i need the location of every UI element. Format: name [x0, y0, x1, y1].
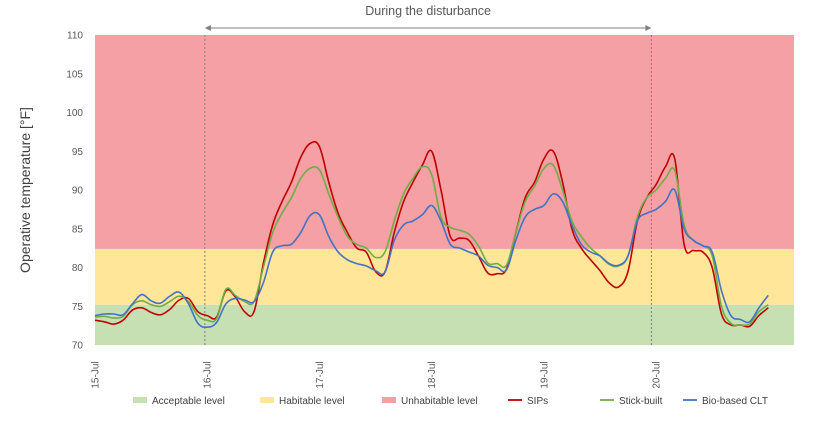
arrow-head-left-icon: [204, 25, 211, 31]
x-tick-label: 15-Jul: [91, 361, 102, 388]
legend-swatch: [382, 397, 396, 403]
legend-label: Unhabitable level: [401, 396, 478, 407]
band-habitable-level: [95, 248, 794, 305]
legend-label: Stick-built: [619, 396, 663, 407]
legend-label: Bio-based CLT: [702, 396, 768, 407]
y-axis: 70 75 80 85 90 95 100 105 110: [66, 31, 83, 352]
x-tick-label: 19-Jul: [539, 361, 550, 388]
legend-item-unhabitable-level: Unhabitable level: [382, 396, 478, 407]
y-tick-label: 85: [72, 224, 84, 235]
legend-item-bio-based-clt: Bio-based CLT: [683, 396, 768, 407]
band-acceptable-level: [95, 304, 794, 345]
series-stick-built: [94, 162, 769, 327]
y-tick-label: 75: [72, 302, 84, 313]
y-tick-label: 70: [72, 341, 84, 352]
y-tick-label: 90: [72, 186, 84, 197]
legend-swatch: [133, 397, 147, 403]
x-tick-label: 20-Jul: [652, 361, 663, 388]
legend-label: Habitable level: [279, 396, 345, 407]
x-tick-label: 18-Jul: [427, 361, 438, 388]
series-bio-based-clt: [94, 188, 769, 329]
legend-item-acceptable-level: Acceptable level: [133, 396, 225, 407]
x-axis: 15-Jul 16-Jul 17-Jul 18-Jul 19-Jul 20-Jul: [91, 361, 663, 388]
y-tick-label: 110: [67, 31, 83, 42]
legend-item-habitable-level: Habitable level: [260, 396, 345, 407]
band-unhabitable-level: [95, 35, 794, 249]
y-tick-label: 95: [72, 147, 84, 158]
x-tick-label: 17-Jul: [315, 361, 326, 388]
y-tick-label: 100: [66, 108, 83, 119]
legend-label: Acceptable level: [152, 396, 225, 407]
series-sips: [94, 140, 769, 328]
arrow-head-right-icon: [645, 25, 652, 31]
disturbance-label: During the disturbance: [365, 4, 491, 18]
legend-swatch: [260, 397, 274, 403]
legend-item-sips: SIPs: [508, 396, 548, 407]
legend-label: SIPs: [527, 396, 548, 407]
comfort-bands: [95, 35, 794, 345]
legend: Acceptable level Habitable level Unhabitab…: [133, 396, 768, 407]
y-axis-title: Operative temperature [°F]: [17, 107, 33, 273]
x-tick-label: 16-Jul: [203, 361, 214, 388]
series-lines: [94, 140, 769, 329]
disturbance-annotation: During the disturbance: [204, 4, 652, 31]
y-tick-label: 80: [72, 263, 84, 274]
legend-item-stick-built: Stick-built: [600, 396, 663, 407]
y-tick-label: 105: [66, 69, 83, 80]
